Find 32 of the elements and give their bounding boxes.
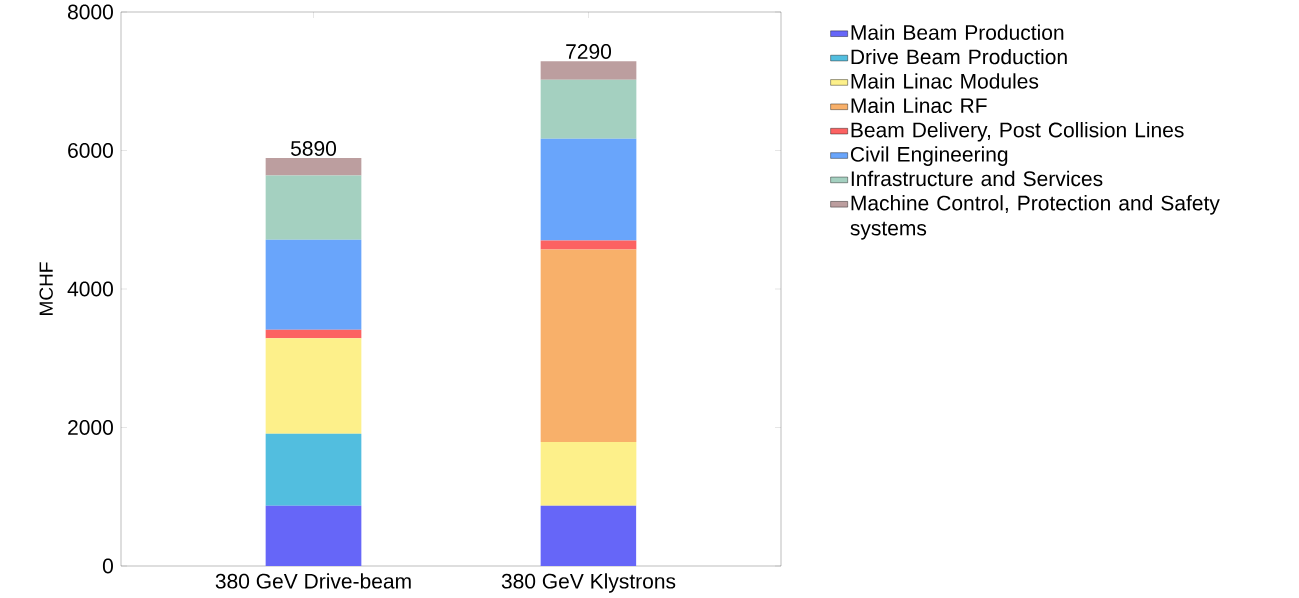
bar (265, 338, 362, 434)
total-label: 5890 (290, 141, 337, 156)
legend-label: Main Beam Production (851, 24, 1064, 40)
bar (540, 61, 637, 80)
y-tick-label: 0 (102, 558, 113, 574)
bar (265, 239, 362, 330)
legend-label: Machine Control, Protection and Safety systems (850, 195, 1220, 240)
legend-label: Main Linac Modules (851, 73, 1039, 89)
total-label: 7290 (566, 44, 612, 59)
x-tick-label: 380 GeV Drive-beam (215, 573, 411, 589)
y-axis-title: MCHF (39, 262, 53, 315)
bar (540, 240, 637, 250)
bar (265, 329, 362, 339)
bar (540, 79, 637, 139)
bar (540, 138, 637, 241)
bar (540, 249, 637, 443)
y-tick-label: 4000 (67, 281, 113, 297)
legend-label: Drive Beam Production (851, 48, 1067, 65)
y-tick-label: 8000 (68, 4, 113, 20)
bar (265, 158, 362, 176)
bar (265, 175, 362, 240)
bar (540, 505, 637, 566)
x-tick-label: 380 GeV Klystrons (501, 573, 676, 593)
y-tick-label: 6000 (68, 143, 113, 158)
bar (265, 505, 362, 566)
legend-label: Civil Engineering (850, 146, 1008, 166)
y-tick-label: 2000 (68, 420, 113, 435)
legend-label: Beam Delivery, Post Collision Lines (851, 121, 1184, 142)
legend-label: Infrastructure and Services (851, 170, 1103, 187)
bar (540, 442, 637, 506)
bar (265, 433, 362, 506)
legend-label: Main Linac RF (851, 97, 987, 114)
